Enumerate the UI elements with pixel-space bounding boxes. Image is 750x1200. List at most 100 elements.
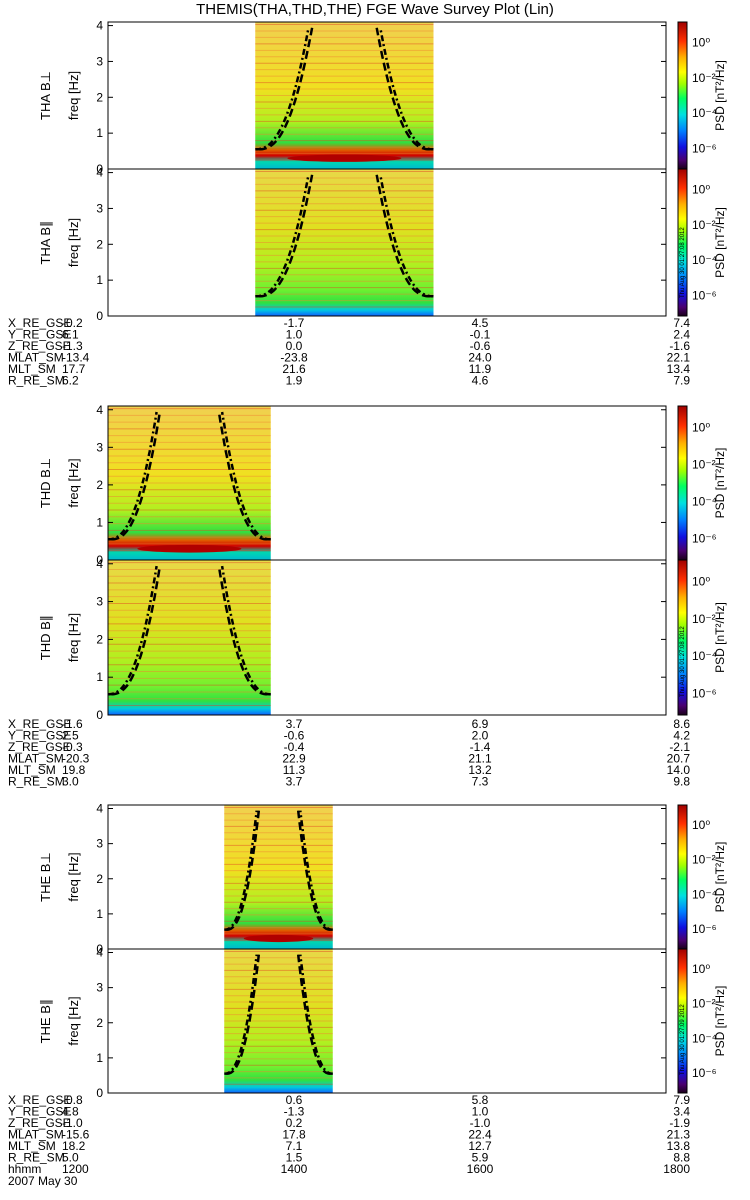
thd-par-frame [107,559,667,716]
the-ephemeris-value: -15.6 [62,1128,90,1142]
thd-par-ytick-label: 1 [96,670,103,684]
the-ephemeris-value: -1.0 [62,1116,83,1130]
tha-ephemeris-value: -1.6 [669,339,690,353]
tha-perp-ylabel: THA B⊥ [38,71,53,120]
the-perp-colorbar-tick: 10⁰ [692,818,710,832]
tha-ephemeris-label: R_RE_SM [8,374,65,388]
tha-ephemeris-value: 11.9 [469,362,492,376]
tha-stamp: Thu Aug 30 01:27:08 2012 [680,227,686,298]
the-ephemeris-value: -0.8 [62,1093,83,1107]
the-perp-power-band [243,934,314,943]
tha-ephemeris-value: 22.1 [667,351,691,365]
the-perp-colorbar-tick: 10⁻² [692,853,716,867]
tha-par-ytick-label: 2 [96,237,103,251]
date-label: 2007 May 30 [8,1174,78,1188]
the-perp-ytick-label: 0 [96,942,103,956]
tha-perp-ytick-label: 0 [96,162,103,176]
thd-ephemeris-value: 20.7 [667,752,691,766]
tha-ephemeris-value: -0.2 [62,316,83,330]
figure-title: THEMIS(THA,THD,THE) FGE Wave Survey Plot… [196,1,554,18]
the-ephemeris-value: 7.9 [673,1093,690,1107]
thd-ephemeris-value: -1.6 [62,717,83,731]
thd-ephemeris-label: MLT_SM [8,763,56,777]
the-par-colorbar-tick: 10⁻⁴ [692,1031,717,1045]
thd-ephemeris-value: -0.4 [284,740,305,754]
the-ephemeris-value: 12.7 [468,1139,492,1153]
the-par-gyro-curve [226,954,261,1075]
tha-ephemeris-value: 6.2 [62,374,79,388]
the-par-ytick-label: 4 [96,946,103,960]
the-perp-colorbar-tick: 10⁻⁴ [692,887,717,901]
tha-ephemeris-value: 7.4 [673,316,690,330]
thd-ephemeris-value: 19.8 [62,763,86,777]
tha-ephemeris-label: Y_RE_GSE [8,328,71,342]
thd-par-colorbar-label: PSD [nT²/Hz] [713,602,727,673]
thd-ephemeris-label: Z_RE_GSE [8,740,71,754]
thd-par-colorbar-tick: 10⁰ [692,575,710,589]
the-perp-colorbar-tick: 10⁻⁶ [692,922,717,936]
thd-ephemeris-value: 3.7 [286,775,303,789]
tha-ephemeris-value: 4.6 [472,374,489,388]
thd-par-colorbar-tick: 10⁻⁴ [692,649,717,663]
tha-ephemeris-value: 1.0 [286,328,303,342]
time-axis-tick-label: 1400 [281,1162,308,1176]
thd-ephemeris-value: 11.3 [283,763,306,777]
the-perp-frame [107,804,667,950]
tha-ephemeris-value: 2.4 [673,328,690,342]
tha-perp-colorbar-label: PSD [nT²/Hz] [713,60,727,131]
thd-perp-colorbar-tick: 10⁻⁴ [692,494,717,508]
thd-ephemeris-value: 2.5 [62,729,79,743]
the-perp-ylabel: THE B⊥ [38,852,53,902]
tha-ephemeris-value: -1.3 [62,339,83,353]
thd-ephemeris-value: 8.6 [673,717,690,731]
the-par-ytick-label: 3 [96,981,103,995]
thd-ephemeris-value: 3.0 [62,775,79,789]
tha-ephemeris-label: MLT_SM [8,362,56,376]
thd-ephemeris-value: -0.3 [62,740,83,754]
tha-perp-colorbar [677,21,688,170]
thd-perp-ytick-label: 2 [96,478,103,492]
thd-ephemeris-value: 3.7 [286,717,303,731]
thd-par-colorbar-tick: 10⁻² [692,612,716,626]
thd-ephemeris-value: -1.4 [470,740,491,754]
the-ephemeris-value: 22.4 [468,1128,492,1142]
tha-ephemeris-value: -13.4 [62,351,90,365]
the-par-colorbar [677,948,688,1094]
tha-ephemeris-value: 17.7 [62,362,86,376]
the-ephemeris-value: 7.1 [286,1139,303,1153]
thd-ephemeris-value: 22.9 [282,752,306,766]
thd-perp-ytick-label: 0 [96,553,103,567]
tha-ephemeris-value: 7.9 [673,374,690,388]
the-ephemeris-value: 21.3 [667,1128,691,1142]
tha-par-ylabel: THA B∥ [38,220,53,264]
tha-ephemeris-value: 1.9 [286,374,303,388]
tha-ephemeris-value: -23.8 [280,351,308,365]
tha-perp-ylabel2: freq [Hz] [66,71,81,120]
thd-par-ylabel: THD B∥ [38,615,53,661]
the-stamp: Thu Aug 30 01:27:09 2012 [680,1004,686,1075]
the-perp-ytick-label: 4 [96,802,103,816]
tha-par-colorbar-tick: 10⁻⁴ [692,253,717,267]
the-perp-colorbar-label: PSD [nT²/Hz] [713,842,727,913]
tha-perp-ytick-label: 4 [96,19,103,33]
thd-par-gyro-curve [217,565,268,696]
the-par-ytick-label: 2 [96,1016,103,1030]
thd-ephemeris-value: 6.9 [472,717,489,731]
tha-ephemeris-label: Z_RE_GSE [8,339,71,353]
thd-par-colorbar-tick: 10⁻⁶ [692,686,717,700]
thd-ephemeris-value: -20.3 [62,752,90,766]
the-par-colorbar-tick: 10⁰ [692,962,710,976]
thd-perp-colorbar-tick: 10⁻⁶ [692,531,717,545]
tha-par-ytick-label: 4 [96,166,103,180]
tha-par-colorbar-label: PSD [nT²/Hz] [713,207,727,278]
thd-perp-gyro-curve [217,411,268,541]
thd-perp-colorbar [677,405,688,561]
the-par-colorbar-tick: 10⁻⁶ [692,1066,717,1080]
tha-ephemeris-value: 21.6 [282,362,306,376]
tha-par-colorbar [677,168,688,317]
tha-ephemeris-value: -1.7 [284,316,305,330]
the-par-frame [107,948,667,1094]
thd-ephemeris-label: X_RE_GSE [8,717,71,731]
